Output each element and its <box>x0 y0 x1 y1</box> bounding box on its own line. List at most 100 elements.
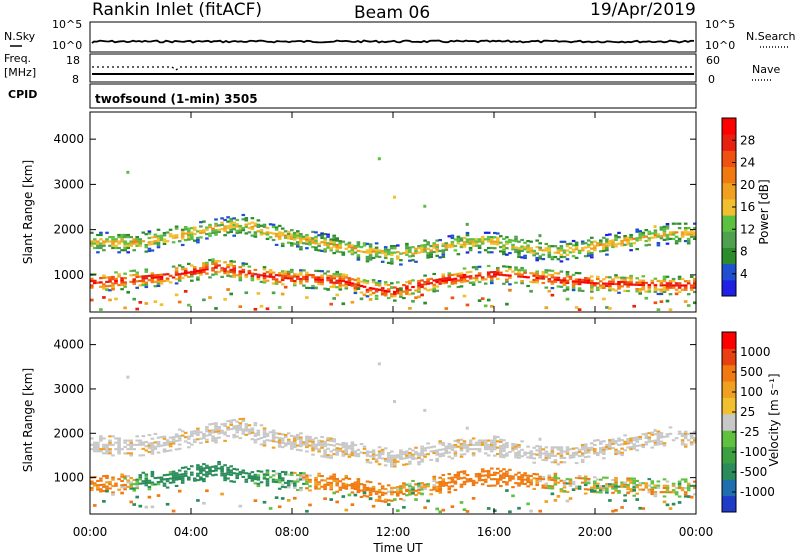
heatmap-cell <box>435 248 439 251</box>
heatmap-cell <box>453 244 458 248</box>
heatmap-cell <box>565 245 570 248</box>
heatmap-cell <box>177 443 182 446</box>
heatmap-cell <box>405 249 409 252</box>
heatmap-cell <box>317 280 321 283</box>
heatmap-cell <box>571 286 576 289</box>
heatmap-cell <box>171 440 176 443</box>
heatmap-cell <box>459 285 464 288</box>
heatmap-cell <box>338 284 343 287</box>
colorbar-swatch <box>722 413 736 431</box>
x-axis-ticks: 00:00 04:00 08:00 12:00 16:00 20:00 00:00 <box>73 112 713 539</box>
heatmap-cell <box>535 239 539 242</box>
heatmap-cell <box>99 285 103 288</box>
heatmap-cell <box>483 231 488 234</box>
heatmap-cell <box>371 292 376 295</box>
heatmap-cell <box>668 231 673 234</box>
heatmap-cell <box>426 485 430 488</box>
heatmap-cell <box>253 424 258 427</box>
heatmap-cell <box>644 443 649 446</box>
heatmap-cell <box>223 472 227 475</box>
heatmap-cell <box>280 270 285 273</box>
heatmap-cell <box>390 456 394 459</box>
heatmap-cell <box>444 279 449 282</box>
heatmap-cell <box>362 285 367 288</box>
heatmap-cell <box>453 474 458 477</box>
heatmap-cell <box>550 269 555 272</box>
heatmap-cell <box>299 235 303 238</box>
heatmap-cell <box>635 436 639 439</box>
heatmap-cell <box>462 508 467 511</box>
heatmap-cell <box>332 277 336 280</box>
heatmap-cell <box>414 247 418 250</box>
heatmap-cell <box>565 242 570 246</box>
heatmap-cell <box>238 473 243 476</box>
heatmap-cell <box>265 478 270 481</box>
heatmap-cell <box>174 269 179 272</box>
heatmap-cell <box>117 437 121 440</box>
heatmap-cell <box>344 474 349 477</box>
heatmap-cell <box>350 300 355 304</box>
heatmap-cell <box>102 296 106 299</box>
heatmap-cell <box>144 275 149 278</box>
heatmap-cell <box>659 436 664 439</box>
heatmap-cell <box>208 234 212 237</box>
heatmap-cell <box>532 254 536 257</box>
heatmap-cell <box>390 459 394 462</box>
heatmap-cell <box>90 443 94 446</box>
heatmap-cell <box>650 281 655 285</box>
heatmap-cell <box>502 476 506 479</box>
heatmap-cell <box>408 250 412 254</box>
heatmap-cell <box>271 291 276 295</box>
heatmap-cell <box>220 275 224 278</box>
heatmap-cell <box>286 241 291 244</box>
heatmap-cell <box>380 453 385 456</box>
heatmap-cell <box>138 244 143 247</box>
heatmap-cell <box>253 422 258 425</box>
heatmap-cell <box>593 452 597 455</box>
heatmap-cell <box>662 290 667 293</box>
heatmap-cell <box>347 279 352 282</box>
heatmap-cell <box>586 243 591 246</box>
heatmap-cell <box>423 248 427 251</box>
heatmap-cell <box>238 471 243 474</box>
heatmap-cell <box>447 272 452 275</box>
heatmap-cell <box>277 272 282 275</box>
heatmap-cell <box>247 272 252 275</box>
heatmap-cell <box>420 488 424 491</box>
heatmap-cell <box>196 474 200 477</box>
heatmap-cell <box>629 281 633 284</box>
heatmap-cell <box>471 497 476 500</box>
heatmap-cell <box>520 476 524 479</box>
heatmap-cell <box>544 450 549 453</box>
heatmap-cell <box>559 489 564 493</box>
heatmap-cell <box>511 239 515 242</box>
heatmap-cell <box>526 481 530 484</box>
heatmap-cell <box>190 465 194 468</box>
heatmap-cell <box>465 222 469 226</box>
heatmap-cell <box>526 445 530 448</box>
heatmap-cell <box>177 489 182 493</box>
heatmap-cell <box>402 284 406 287</box>
heatmap-cell <box>505 302 509 306</box>
heatmap-cell <box>353 289 358 292</box>
heatmap-cell <box>253 224 258 227</box>
heatmap-cell <box>335 482 339 485</box>
heatmap-cell <box>432 477 436 480</box>
heatmap-cell <box>689 437 694 440</box>
heatmap-cell <box>408 246 412 249</box>
heatmap-cell <box>499 440 503 443</box>
heatmap-cell <box>314 487 318 490</box>
heatmap-cell <box>356 243 361 246</box>
heatmap-cell <box>350 487 355 490</box>
heatmap-cell <box>253 478 258 481</box>
heatmap-cell <box>305 280 309 283</box>
heatmap-cell <box>329 240 333 243</box>
heatmap-cell <box>550 287 555 290</box>
heatmap-cell <box>320 234 324 237</box>
heatmap-cell <box>174 478 179 481</box>
heatmap-cell <box>562 489 567 493</box>
heatmap-cell <box>532 473 536 476</box>
heatmap-cell <box>659 290 664 293</box>
heatmap-cell <box>390 493 394 496</box>
heatmap-cell <box>556 477 561 480</box>
